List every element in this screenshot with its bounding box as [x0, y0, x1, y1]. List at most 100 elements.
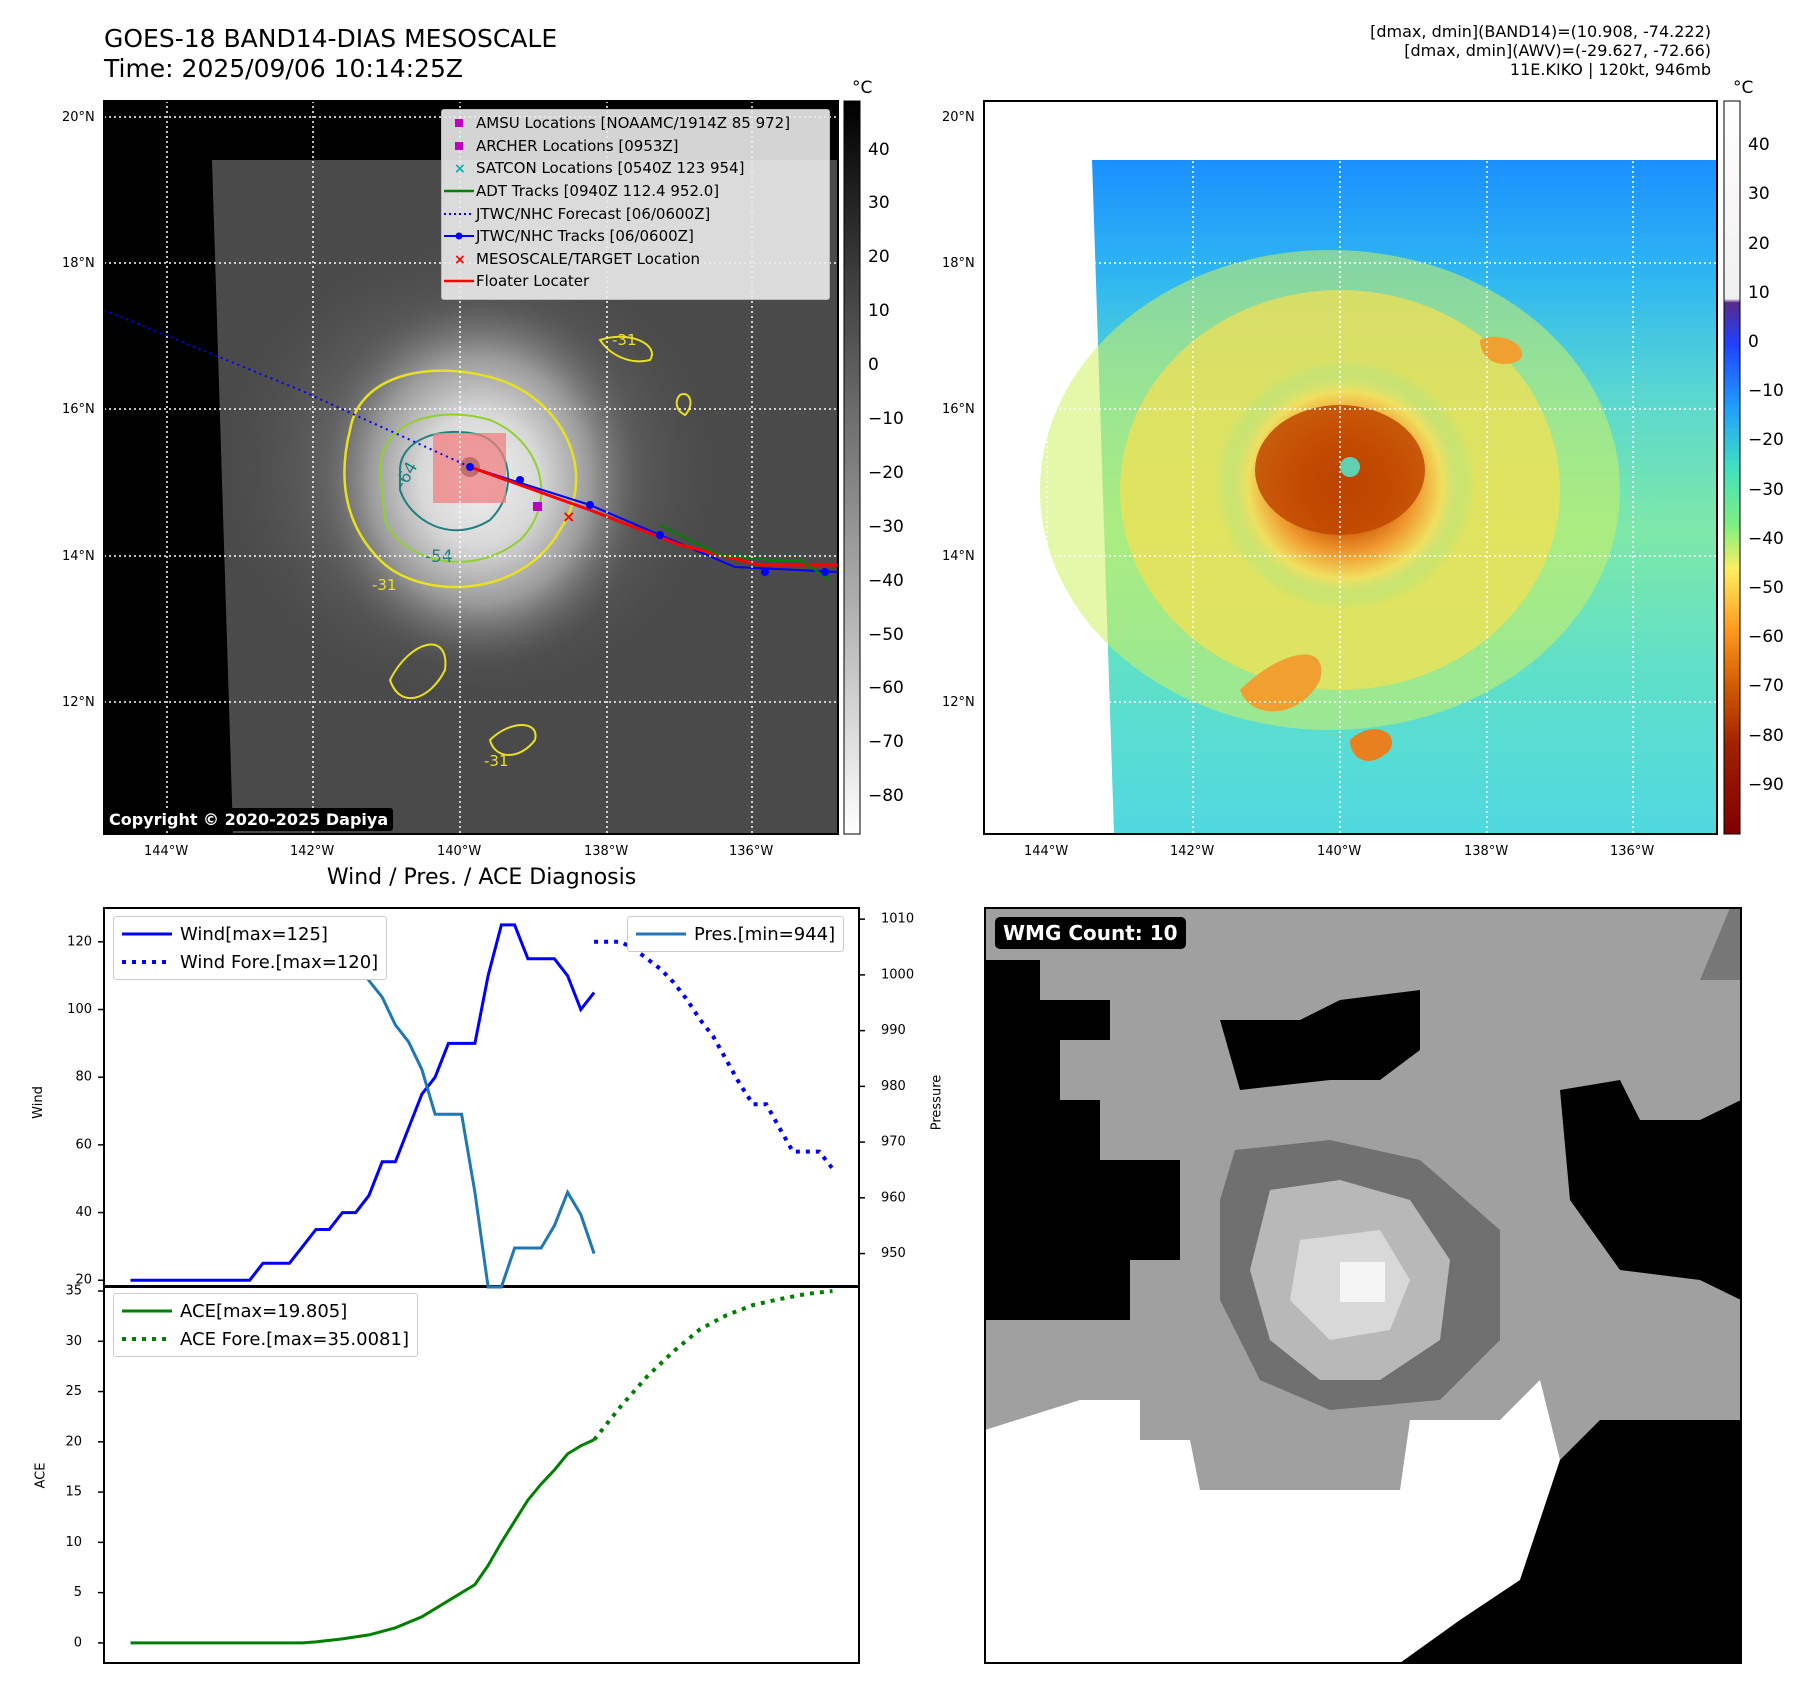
legend-marker-icon	[455, 119, 463, 128]
svg-text:×: ×	[454, 252, 466, 266]
lat-label: 16°N	[942, 402, 975, 417]
colorbar-tick-label: 30	[868, 193, 890, 214]
ace-series-line	[130, 1438, 595, 1645]
colorbar-tick-label: 10	[1748, 282, 1770, 303]
figure-title: GOES-18 BAND14-DIAS MESOSCALE Time: 2025/…	[104, 24, 557, 84]
lat-label: 20°N	[942, 110, 975, 125]
wind-ylabel: Wind	[30, 1086, 46, 1119]
lon-label: 144°W	[144, 844, 189, 859]
wind-series-line	[594, 939, 835, 1170]
lon-label: 140°W	[437, 844, 482, 859]
colorbar-unit: °C	[1733, 78, 1754, 98]
contour-green	[378, 413, 543, 563]
pressure-tick-label: 950	[881, 1246, 906, 1261]
wind-tick-label: 60	[75, 1137, 92, 1152]
map-legend-item: JTWC/NHC Tracks [06/0600Z]	[442, 225, 829, 248]
lat-label: 14°N	[62, 549, 95, 564]
map-legend-label: ARCHER Locations [0953Z]	[476, 136, 679, 155]
wind-tick-label: 80	[75, 1070, 92, 1085]
colorbar-tick-label: −60	[1748, 627, 1784, 648]
wind-tick-label: 40	[75, 1205, 92, 1220]
map-legend-item: ARCHER Locations [0953Z]	[442, 135, 829, 158]
map-legend-item: JTWC/NHC Forecast [06/0600Z]	[442, 202, 829, 225]
info-line-3: 11E.KIKO | 120kt, 946mb	[1509, 60, 1711, 79]
ir-colorbar	[843, 100, 861, 835]
ace-tick-label: 25	[65, 1384, 82, 1399]
lon-label: 144°W	[1024, 844, 1069, 859]
ace-tick-label: 30	[65, 1334, 82, 1349]
colorbar-tick-label: −50	[1748, 578, 1784, 599]
legend-marker-icon: ×	[454, 161, 466, 175]
ace-tick-label: 35	[65, 1284, 82, 1299]
awv-colorbar	[1723, 100, 1741, 835]
map-legend-label: MESOSCALE/TARGET Location	[476, 249, 701, 268]
map-legend-label: JTWC/NHC Forecast [06/0600Z]	[476, 204, 711, 223]
lat-label: 18°N	[942, 256, 975, 271]
pressure-tick-label: 960	[881, 1190, 906, 1205]
contour-label: -31	[372, 576, 397, 594]
legend-marker-icon	[444, 280, 474, 283]
map-legend-label: SATCON Locations [0540Z 123 954]	[476, 159, 745, 178]
colorbar-tick-label: −20	[868, 462, 904, 483]
archer-marker	[533, 502, 542, 511]
ace-tick-label: 10	[65, 1535, 82, 1550]
info-line-2: [dmax, dmin](AWV)=(-29.627, -72.66)	[1404, 41, 1711, 60]
legend-marker-icon	[455, 141, 463, 150]
colorbar-tick-label: −90	[1748, 774, 1784, 795]
pressure-legend: Pres.[min=944]	[627, 916, 845, 952]
wind-tick-label: 100	[67, 1002, 92, 1017]
wind-tick-label: 120	[67, 934, 92, 949]
colorbar-tick-label: 10	[868, 301, 890, 322]
pressure-ylabel: Pressure	[929, 1074, 945, 1131]
legend-marker-icon	[444, 212, 474, 215]
map-legend-item: Floater Locater	[442, 270, 829, 293]
colorbar-tick-label: −10	[1748, 381, 1784, 402]
lon-label: 138°W	[1464, 844, 1509, 859]
contour-yellow	[343, 369, 578, 589]
colorbar-unit: °C	[852, 78, 873, 98]
colorbar-tick-label: 20	[868, 247, 890, 268]
colorbar-tick-label: −60	[868, 678, 904, 699]
lat-label: 16°N	[62, 402, 95, 417]
lon-label: 142°W	[290, 844, 335, 859]
wind-fore-legend-label: Wind Fore.[max=120]	[180, 951, 379, 973]
colorbar-tick-label: −40	[1748, 528, 1784, 549]
colorbar-tick-label: −30	[1748, 479, 1784, 500]
ace-ylabel: ACE	[33, 1462, 49, 1489]
legend-marker-icon: ×	[454, 252, 466, 266]
map-legend-item: AMSU Locations [NOAAMC/1914Z 85 972]	[442, 112, 829, 135]
lon-label: 136°W	[729, 844, 774, 859]
pressure-tick-label: 990	[881, 1023, 906, 1038]
lon-label: 138°W	[584, 844, 629, 859]
svg-text:×: ×	[454, 161, 466, 175]
title-line-1: GOES-18 BAND14-DIAS MESOSCALE	[104, 24, 558, 53]
lon-label: 140°W	[1317, 844, 1362, 859]
pressure-tick-label: 1010	[881, 912, 914, 927]
ace-legend-label: ACE[max=19.805]	[180, 1300, 348, 1322]
forecast-track	[104, 309, 471, 468]
map-legend-label: Floater Locater	[476, 272, 590, 291]
lat-label: 18°N	[62, 256, 95, 271]
colorbar-tick-label: 0	[1748, 332, 1759, 353]
pressure-tick-label: 970	[881, 1135, 906, 1150]
ace-tick-label: 0	[74, 1635, 82, 1650]
ir-map: -64 -54 -31 -31 -31 ×	[104, 101, 838, 834]
ace-tick-label: 15	[65, 1485, 82, 1500]
map-legend-item: × SATCON Locations [0540Z 123 954]	[442, 157, 829, 180]
ace-series-line	[592, 1289, 833, 1442]
ace-tick-label: 20	[65, 1434, 82, 1449]
colorbar-tick-label: −70	[868, 732, 904, 753]
map-legend: AMSU Locations [NOAAMC/1914Z 85 972] ARCH…	[441, 109, 830, 300]
map-legend-label: JTWC/NHC Tracks [06/0600Z]	[476, 227, 694, 246]
ace-legend: ACE[max=19.805] ACE Fore.[max=35.0081]	[113, 1293, 418, 1357]
lat-label: 12°N	[942, 695, 975, 710]
legend-marker-icon	[444, 189, 474, 193]
title-line-2: Time: 2025/09/06 10:14:25Z	[104, 54, 463, 83]
colorbar-tick-label: −70	[1748, 676, 1784, 697]
wmg-count-badge: WMG Count: 10	[995, 917, 1186, 949]
info-line-1: [dmax, dmin](BAND14)=(10.908, -74.222)	[1370, 22, 1711, 41]
pressure-legend-label: Pres.[min=944]	[694, 923, 836, 945]
floater-track	[469, 465, 838, 567]
wind-tick-label: 20	[75, 1273, 92, 1288]
